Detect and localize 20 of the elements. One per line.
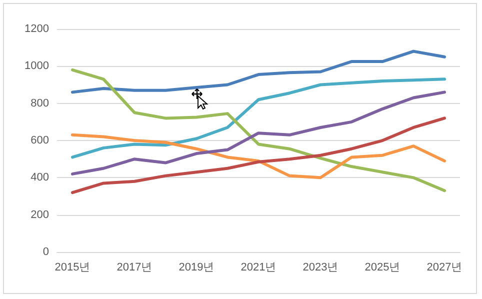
x-tick-label: 2025년 <box>364 262 400 274</box>
y-tick-label: 1000 <box>24 60 49 72</box>
y-tick-label: 600 <box>30 134 49 146</box>
y-tick-label: 0 <box>42 246 49 258</box>
x-tick-label: 2023년 <box>302 262 338 274</box>
x-tick-label: 2019년 <box>178 262 214 274</box>
x-tick-label: 2027년 <box>426 262 462 274</box>
line-series <box>71 133 446 180</box>
y-tick-label: 200 <box>30 208 49 221</box>
x-tick-label: 2021년 <box>240 262 276 274</box>
x-tick-label: 2017년 <box>116 262 152 274</box>
y-tick-label: 400 <box>30 172 49 184</box>
line-series <box>71 116 446 194</box>
line-series <box>71 78 446 159</box>
y-tick-label: 1200 <box>24 23 49 35</box>
y-tick-label: 800 <box>30 97 49 110</box>
x-tick-label: 2015년 <box>54 262 90 274</box>
line-series <box>71 90 446 176</box>
line-series <box>71 68 446 192</box>
line-series <box>71 50 446 94</box>
